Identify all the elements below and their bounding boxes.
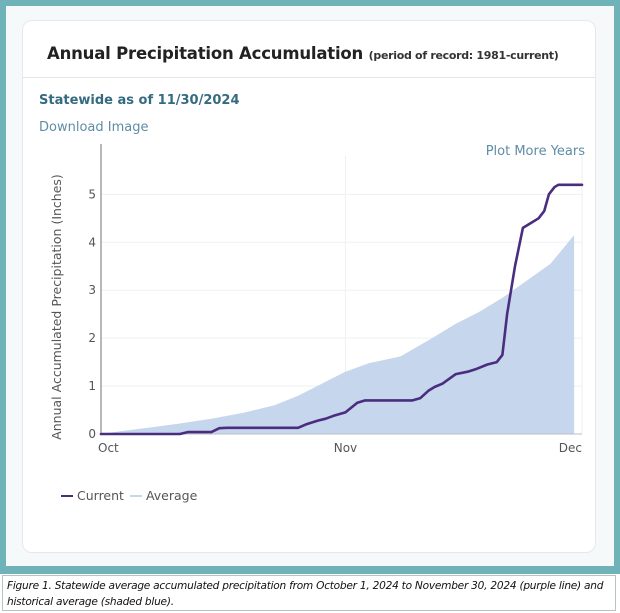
y-tick-label-2: 2	[88, 331, 96, 345]
series-line-current	[99, 183, 584, 436]
download-image-link[interactable]: Download Image	[39, 120, 149, 135]
chart-title-main: Annual Precipitation Accumulation	[47, 44, 364, 63]
chart-subtitle: (period of record: 1981-current)	[368, 49, 559, 62]
chart-card: Annual Precipitation Accumulation (perio…	[22, 20, 596, 553]
figure-frame: Annual Precipitation Accumulation (perio…	[0, 0, 620, 574]
legend-label-average: Average	[145, 488, 198, 503]
y-axis-label: Annual Accumulated Precipitation (Inches…	[49, 174, 64, 440]
y-tick-label-4: 4	[88, 235, 96, 249]
y-tick-label-1: 1	[88, 379, 96, 393]
y-tick-label-3: 3	[88, 283, 96, 297]
tick-labels: 0 1 2 3 4 5 Oct Nov Dec	[88, 187, 582, 455]
y-tick-label-0: 0	[88, 427, 96, 441]
legend-label-current: Current	[77, 488, 124, 503]
average-area-layer	[101, 235, 575, 434]
legend-swatch-average	[129, 494, 142, 497]
legend-item-current[interactable]: Current	[61, 488, 124, 503]
chart-legend: Current Average	[61, 488, 203, 503]
x-tick-label-dec: Dec	[559, 441, 582, 455]
current-line-layer	[99, 183, 584, 436]
legend-item-average[interactable]: Average	[129, 488, 198, 503]
x-tick-label-oct: Oct	[98, 441, 119, 455]
legend-swatch-current	[61, 494, 73, 497]
plot-more-years-link[interactable]: Plot More Years	[485, 144, 585, 159]
chart-title: Annual Precipitation Accumulation (perio…	[47, 44, 559, 63]
y-tick-label-5: 5	[88, 187, 96, 201]
card-header: Annual Precipitation Accumulation (perio…	[23, 21, 595, 78]
x-tick-label-nov: Nov	[334, 441, 357, 455]
precipitation-chart: 0 1 2 3 4 5 Oct Nov Dec Annual Accumulated Preci…	[49, 144, 584, 455]
series-area-average	[101, 235, 575, 434]
figure-caption: Figure 1. Statewide average accumulated …	[2, 575, 616, 611]
gridlines	[101, 156, 583, 434]
statewide-date-label: Statewide as of 11/30/2024	[39, 93, 240, 108]
